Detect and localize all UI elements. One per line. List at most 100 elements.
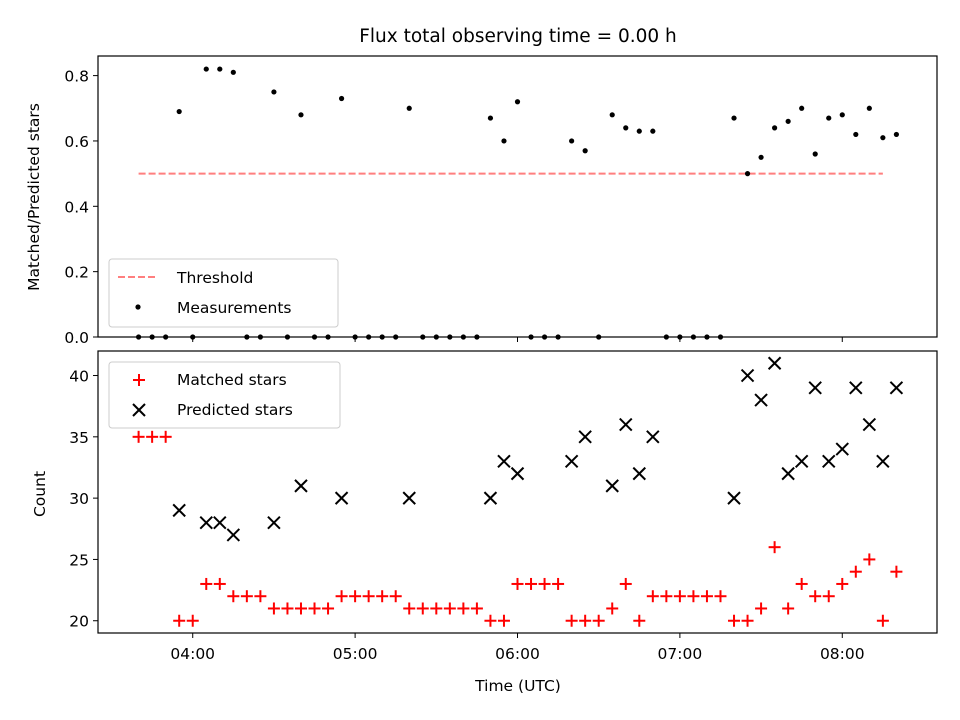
matched-star-point bbox=[349, 590, 362, 603]
predicted-star-point bbox=[294, 479, 308, 493]
predicted-star-point bbox=[740, 368, 755, 383]
predicted-star-point bbox=[578, 430, 592, 444]
predicted-star-point bbox=[226, 528, 241, 542]
threshold-legend-label: Threshold bbox=[176, 269, 253, 287]
x-tick-label: 05:00 bbox=[333, 645, 378, 663]
matched-star-point bbox=[714, 590, 727, 603]
measurements-legend-label: Measurements bbox=[177, 299, 292, 317]
matched-star-point bbox=[525, 577, 538, 590]
predicted-star-stroke-b bbox=[727, 491, 741, 505]
matched-star-point bbox=[254, 590, 267, 603]
measurement-point bbox=[501, 138, 507, 144]
matched-star-point bbox=[822, 590, 835, 603]
matched-star-point bbox=[768, 541, 781, 554]
matched-star-point bbox=[687, 590, 700, 603]
matched-star-point bbox=[403, 602, 416, 615]
measurement-point bbox=[785, 118, 791, 124]
predicted-star-point bbox=[632, 466, 646, 481]
predicted-star-point bbox=[754, 393, 768, 407]
predicted-star-point bbox=[849, 381, 863, 395]
measurement-point bbox=[569, 138, 575, 144]
predicted-star-point bbox=[619, 417, 633, 432]
predicted-star-point bbox=[497, 454, 511, 469]
matched-star-point bbox=[511, 577, 524, 590]
predicted-star-stroke-b bbox=[862, 417, 877, 432]
top-y-tick-label: 0.8 bbox=[64, 68, 89, 86]
predicted-star-stroke-b bbox=[822, 454, 836, 469]
matched-star-point bbox=[173, 614, 186, 627]
x-tick-label: 06:00 bbox=[495, 645, 540, 663]
x-axis-label: Time (UTC) bbox=[474, 677, 561, 695]
predicted-star-stroke-b bbox=[213, 515, 227, 530]
predicted-star-point bbox=[781, 466, 795, 481]
matched-star-point bbox=[565, 614, 578, 627]
matched-star-point bbox=[159, 430, 172, 443]
matched-star-point bbox=[267, 602, 280, 615]
matched-stars-legend-label: Matched stars bbox=[177, 371, 287, 389]
top-y-tick-label: 0.2 bbox=[64, 264, 89, 282]
predicted-star-point bbox=[483, 491, 498, 505]
predicted-star-stroke-b bbox=[849, 381, 863, 395]
measurement-point bbox=[230, 69, 236, 75]
bottom-plot-marks bbox=[132, 356, 904, 627]
matched-star-point bbox=[470, 602, 483, 615]
matched-star-point bbox=[497, 614, 510, 627]
predicted-star-stroke-b bbox=[646, 430, 660, 444]
measurement-point bbox=[487, 115, 494, 121]
matched-star-point bbox=[592, 614, 605, 627]
measurement-point bbox=[866, 105, 872, 111]
measurement-point bbox=[406, 105, 412, 111]
matched-star-point bbox=[836, 577, 849, 590]
matched-star-point bbox=[281, 602, 294, 615]
predicted-star-stroke-b bbox=[889, 381, 904, 395]
matched-star-point bbox=[700, 590, 713, 603]
matched-star-point bbox=[416, 602, 429, 615]
top-y-tick-label: 0.0 bbox=[64, 329, 89, 347]
predicted-star-point bbox=[862, 417, 877, 432]
matched-star-point bbox=[579, 614, 592, 627]
measurement-point bbox=[514, 99, 521, 105]
predicted-star-stroke-b bbox=[402, 491, 416, 505]
measurement-point bbox=[217, 66, 223, 72]
matched-star-point bbox=[755, 602, 768, 615]
measurement-point bbox=[582, 148, 588, 154]
matched-star-point bbox=[849, 565, 862, 578]
predicted-star-stroke-b bbox=[632, 466, 646, 481]
bottom-legend-frame bbox=[108, 361, 341, 429]
matched-star-point bbox=[376, 590, 389, 603]
top-y-tick-label: 0.6 bbox=[64, 133, 89, 151]
predicted-star-point bbox=[646, 430, 660, 444]
predicted-star-point bbox=[822, 454, 836, 469]
matched-star-point bbox=[294, 602, 307, 615]
x-tick-label: 08:00 bbox=[820, 645, 865, 663]
predicted-star-stroke-b bbox=[754, 393, 768, 407]
bottom-legend: Matched stars Predicted stars bbox=[108, 361, 341, 429]
matched-star-point bbox=[809, 590, 822, 603]
predicted-star-stroke-b bbox=[767, 356, 782, 370]
measurement-point bbox=[744, 171, 751, 177]
matched-star-point bbox=[308, 602, 321, 615]
predicted-star-stroke-b bbox=[781, 466, 795, 481]
matched-star-point bbox=[890, 565, 903, 578]
matched-star-point bbox=[146, 430, 159, 443]
predicted-star-stroke-b bbox=[835, 442, 849, 456]
predicted-star-stroke-b bbox=[740, 368, 755, 383]
predicted-star-stroke-b bbox=[267, 515, 281, 530]
matched-star-point bbox=[606, 602, 619, 615]
matched-star-point bbox=[322, 602, 335, 615]
matched-star-point bbox=[484, 614, 497, 627]
predicted-star-point bbox=[835, 442, 849, 456]
top-y-tick-label: 0.4 bbox=[64, 198, 89, 216]
bottom-y-tick-label: 20 bbox=[69, 613, 89, 631]
x-tick-label: 04:00 bbox=[170, 645, 215, 663]
matched-star-point bbox=[552, 577, 565, 590]
predicted-stars-legend-swatch bbox=[132, 403, 146, 417]
predicted-star-stroke-b bbox=[199, 515, 213, 530]
measurements-legend-swatch bbox=[135, 304, 141, 310]
measurement-point bbox=[812, 151, 818, 157]
matched-star-point bbox=[728, 614, 741, 627]
matched-stars-legend-swatch bbox=[133, 374, 145, 386]
predicted-star-point bbox=[808, 381, 822, 395]
matched-star-point bbox=[863, 553, 876, 566]
